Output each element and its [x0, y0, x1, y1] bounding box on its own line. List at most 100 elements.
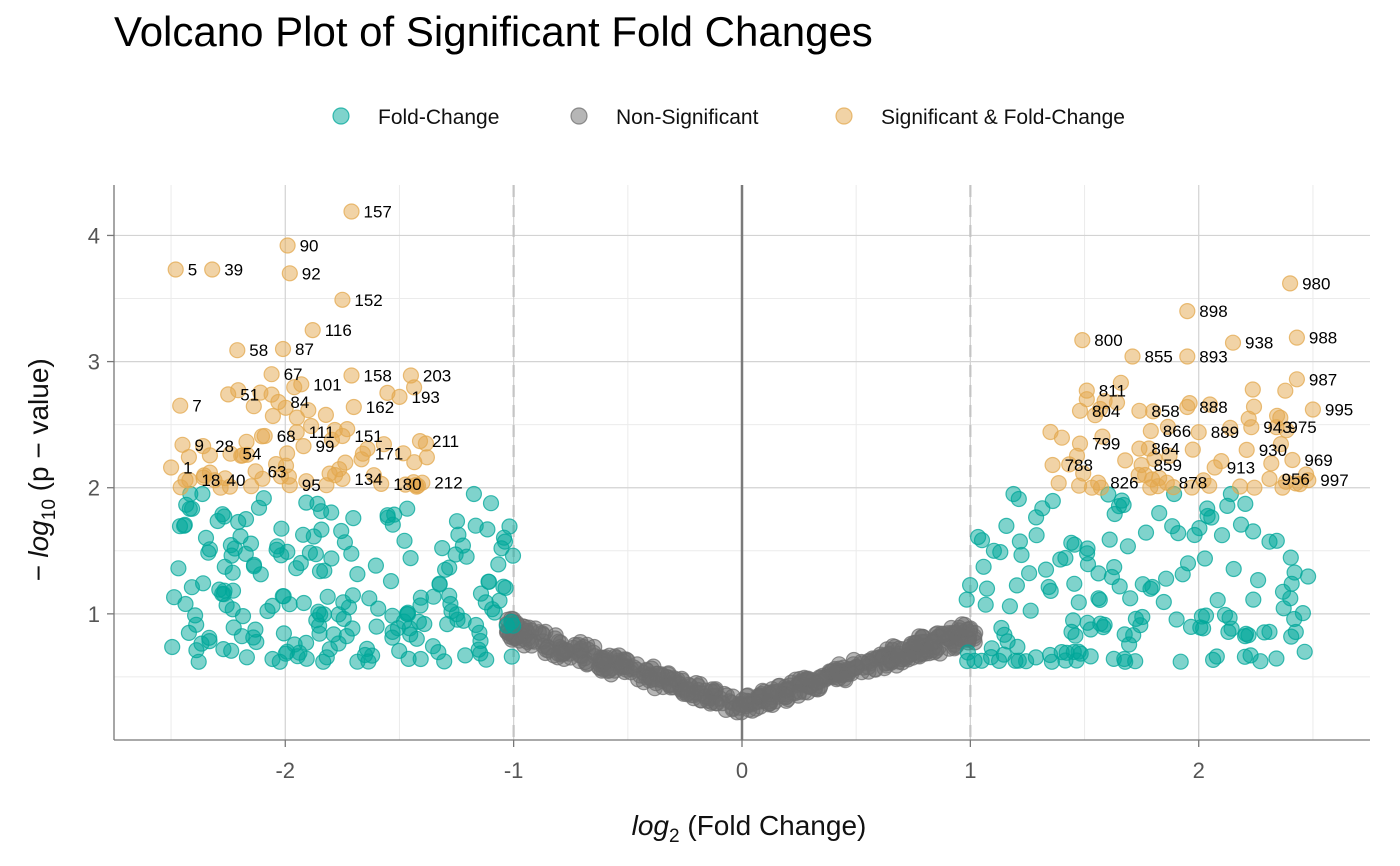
point-label: 893: [1199, 348, 1227, 367]
fold-change-point: [259, 602, 276, 620]
significant-point: [1304, 401, 1322, 418]
chart-title: Volcano Plot of Significant Fold Changes: [114, 8, 873, 55]
fold-change-point: [467, 616, 485, 634]
point-label: 826: [1110, 474, 1138, 493]
fold-change-point: [281, 596, 298, 613]
fold-change-point: [993, 619, 1010, 637]
significant-point: [281, 477, 298, 494]
non-significant-point: [648, 665, 665, 682]
significant-point: [411, 433, 429, 450]
fold-change-point: [1066, 575, 1083, 592]
fold-change-point: [1058, 644, 1075, 661]
fold-change-point: [1137, 524, 1155, 541]
point-label: 888: [1199, 398, 1227, 417]
fold-change-point: [434, 539, 451, 557]
fold-change-point: [1127, 610, 1145, 628]
non-significant-point: [911, 628, 928, 645]
point-label: 203: [423, 367, 451, 386]
fold-change-point: [1151, 504, 1168, 522]
non-significant-point: [732, 696, 749, 713]
point-label: 158: [364, 367, 392, 386]
fold-change-point: [311, 563, 329, 580]
fold-change-point: [338, 627, 355, 645]
significant-point: [345, 398, 362, 416]
fold-change-point: [479, 521, 496, 538]
fold-change-point: [399, 500, 416, 517]
fold-change-point: [197, 529, 215, 547]
fold-change-point: [315, 653, 332, 670]
non-significant-point: [888, 647, 905, 665]
fold-change-point: [1296, 643, 1313, 660]
fold-change-point: [1299, 568, 1317, 585]
y-tick-label: 3: [88, 350, 100, 375]
legend: Fold-Change Non-Significant Significant & …: [332, 106, 1125, 129]
significant-point: [414, 474, 431, 491]
fold-change-point: [1067, 627, 1084, 644]
point-label: 804: [1092, 402, 1120, 421]
significant-point: [334, 291, 351, 308]
point-label: 134: [354, 470, 382, 489]
point-label: 99: [316, 437, 335, 456]
fold-change-point: [977, 596, 994, 613]
fold-change-point: [1196, 550, 1214, 567]
significant-point: [1206, 459, 1223, 476]
point-label: 980: [1302, 274, 1330, 293]
significant-point: [256, 427, 273, 445]
fold-change-point: [360, 653, 377, 670]
significant-point: [288, 424, 305, 441]
point-label: 111: [309, 423, 335, 442]
fold-change-point: [396, 532, 413, 549]
fold-change-point: [194, 485, 211, 503]
fold-change-point: [1172, 653, 1189, 670]
point-label: 811: [1099, 382, 1126, 401]
point-label: 878: [1179, 474, 1207, 493]
point-label: 193: [412, 388, 440, 407]
fold-change-point: [344, 587, 361, 604]
fold-change-point: [224, 564, 241, 581]
significant-point: [281, 265, 298, 282]
fold-change-point: [1116, 626, 1133, 643]
fold-change-point: [1182, 618, 1200, 636]
fold-change-point: [382, 572, 400, 590]
legend-marker: [835, 107, 853, 125]
significant-point: [418, 449, 435, 466]
significant-point: [222, 445, 239, 462]
non-significant-point: [707, 694, 725, 712]
fold-change-point: [490, 556, 507, 573]
significant-point: [1094, 428, 1111, 445]
significant-point: [1078, 382, 1095, 399]
fold-change-point: [1186, 526, 1203, 544]
significant-point: [181, 472, 198, 489]
fold-change-point: [271, 653, 288, 670]
fold-change-point: [1022, 602, 1039, 619]
significant-point: [402, 367, 419, 384]
point-label: 913: [1227, 459, 1255, 478]
fold-change-point: [226, 540, 243, 557]
fold-change-point: [1082, 621, 1099, 638]
fold-change-point: [288, 560, 305, 577]
fold-change-point: [1142, 580, 1159, 597]
fold-change-point: [1057, 549, 1074, 567]
fold-change-point: [1268, 650, 1285, 667]
point-label: 855: [1145, 348, 1173, 367]
fold-change-point: [1286, 564, 1303, 581]
significant-point: [1277, 382, 1294, 399]
x-axis-title: log2 (Fold Change): [632, 810, 867, 847]
significant-point: [163, 459, 180, 476]
fold-change-point: [1090, 565, 1107, 582]
point-label: 157: [364, 203, 392, 222]
significant-point: [337, 454, 354, 471]
significant-point: [300, 402, 317, 419]
non-significant-point: [836, 670, 853, 687]
fold-change-point: [1011, 533, 1029, 550]
fold-change-point: [1106, 505, 1123, 523]
fold-change-point: [1044, 492, 1061, 510]
fold-change-point: [1209, 591, 1226, 609]
fold-change-point: [343, 545, 360, 562]
point-label: 54: [243, 445, 262, 464]
y-tick-label: 1: [88, 602, 100, 627]
data-points: [163, 203, 1322, 721]
point-label: 975: [1288, 418, 1316, 437]
